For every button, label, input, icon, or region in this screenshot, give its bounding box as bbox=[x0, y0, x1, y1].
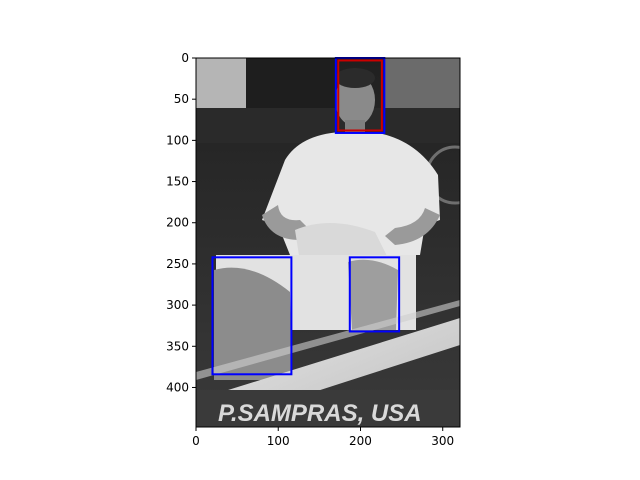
bbox-face-inner bbox=[337, 59, 383, 132]
y-tick-label: 50 bbox=[174, 92, 189, 106]
photo: P.SAMPRAS, USA bbox=[196, 58, 460, 427]
bbox-left-knee bbox=[211, 256, 293, 376]
y-axis: 0 50 100 150 200 250 300 350 400 bbox=[166, 51, 196, 394]
bounding-boxes bbox=[211, 57, 401, 376]
y-tick-label: 100 bbox=[166, 133, 189, 147]
y-tick-label: 300 bbox=[166, 298, 189, 312]
x-tick-label: 300 bbox=[431, 434, 454, 448]
y-tick-label: 0 bbox=[181, 51, 189, 65]
x-tick-label: 100 bbox=[267, 434, 290, 448]
bbox-right-knee bbox=[348, 256, 401, 333]
x-axis: 0 100 200 300 bbox=[192, 427, 454, 448]
axes-frame bbox=[195, 57, 461, 428]
x-tick-label: 200 bbox=[349, 434, 372, 448]
banner-text: P.SAMPRAS, USA bbox=[218, 400, 422, 427]
y-tick-label: 350 bbox=[166, 339, 189, 353]
y-tick-label: 150 bbox=[166, 175, 189, 189]
y-tick-label: 200 bbox=[166, 216, 189, 230]
x-tick-label: 0 bbox=[192, 434, 200, 448]
y-tick-label: 400 bbox=[166, 380, 189, 394]
y-tick-label: 250 bbox=[166, 257, 189, 271]
